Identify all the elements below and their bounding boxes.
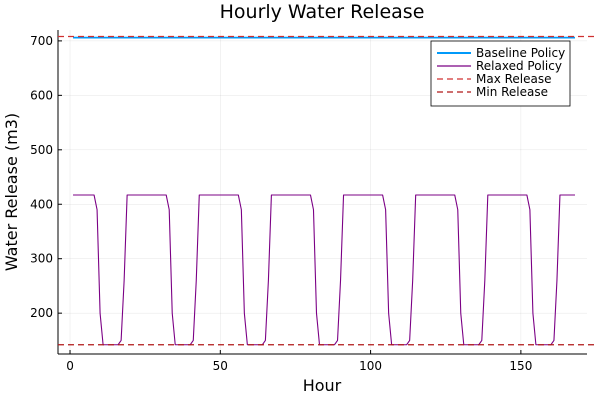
y-tick-label: 200 <box>30 306 53 320</box>
y-axis-label: Water Release (m3) <box>2 113 21 271</box>
x-tick-label: 0 <box>66 359 74 373</box>
legend-box <box>430 40 571 107</box>
series-layer <box>58 35 595 346</box>
y-tick-label: 700 <box>30 34 53 48</box>
y-tick-label: 600 <box>30 88 53 102</box>
y-tick-label: 400 <box>30 197 53 211</box>
legend-label-baseline-policy: Baseline Policy <box>476 46 565 60</box>
y-tick-label: 500 <box>30 143 53 157</box>
legend-label-relaxed-policy: Relaxed Policy <box>476 59 562 73</box>
axes <box>57 30 587 355</box>
legend-label-max-release: Max Release <box>476 72 552 86</box>
x-tick-label: 150 <box>509 359 532 373</box>
series-relaxed-policy-line <box>73 194 575 346</box>
x-tick-label: 100 <box>359 359 382 373</box>
x-tick-label: 50 <box>213 359 228 373</box>
ticks: 0 50 100 150 200 300 400 500 600 700 <box>30 34 532 373</box>
y-tick-label: 300 <box>30 252 53 266</box>
x-axis-label: Hour <box>303 376 342 395</box>
chart-title: Hourly Water Release <box>220 1 425 23</box>
legend-label-min-release: Min Release <box>476 85 548 99</box>
